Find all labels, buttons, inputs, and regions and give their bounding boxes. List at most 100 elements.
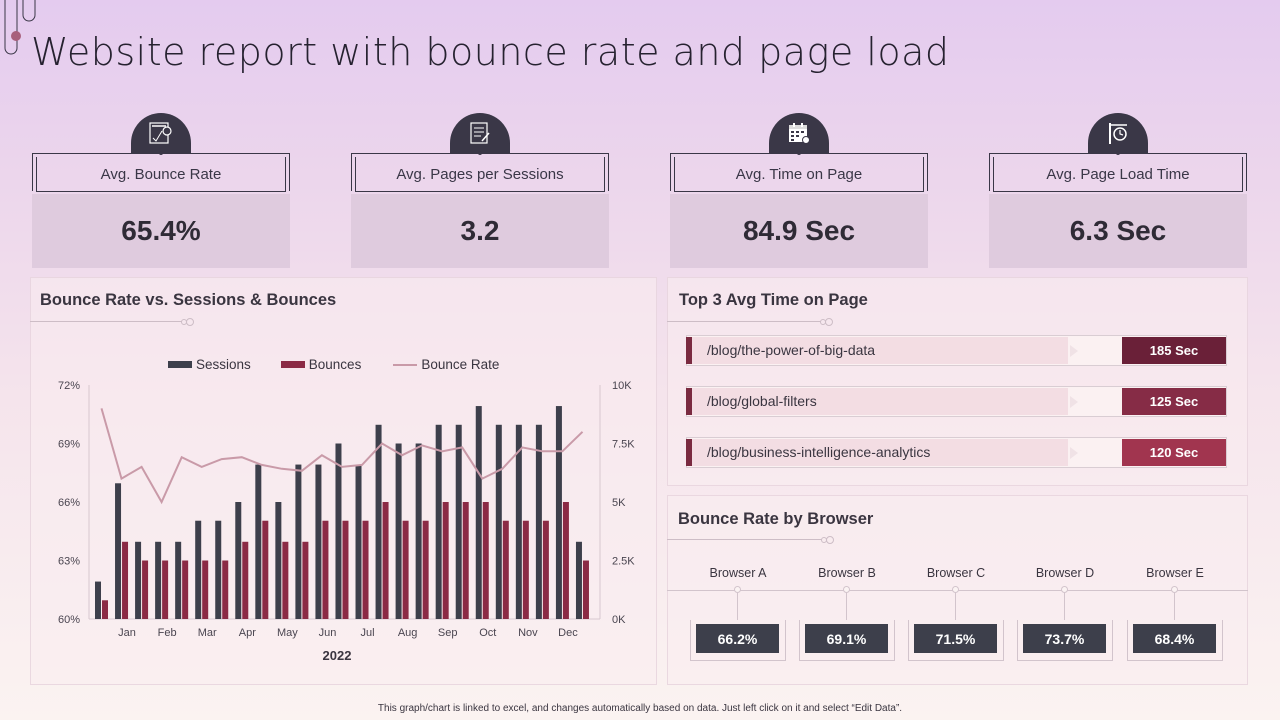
- kpi-label: Avg. Page Load Time: [993, 157, 1243, 192]
- bounces-bar: [142, 560, 149, 619]
- browser-bounce-value: 71.5%: [914, 624, 997, 653]
- page-path: /blog/the-power-of-big-data: [707, 342, 876, 358]
- bounces-bar: [182, 560, 189, 619]
- bounce-chart-title: Bounce Rate vs. Sessions & Bounces: [40, 291, 337, 309]
- browser-panel-title: Bounce Rate by Browser: [678, 510, 874, 528]
- bounces-bar: [422, 520, 429, 619]
- decorative-hooks: [4, 0, 36, 55]
- sessions-bar: [295, 464, 302, 619]
- browser-name: Browser D: [1035, 566, 1095, 580]
- bounce-rate-line: [100, 408, 584, 505]
- top-page-row[interactable]: /blog/business-intelligence-analytics 12…: [686, 437, 1227, 468]
- legend-bounces[interactable]: Bounces: [280, 357, 362, 372]
- kpi-value: 65.4%: [32, 194, 290, 268]
- arrow-icon: [1070, 345, 1078, 357]
- sessions-bar: [535, 424, 542, 619]
- bounces-bar: [242, 541, 249, 619]
- page-time-value: 120 Sec: [1122, 439, 1226, 466]
- right-tick-label: 0K: [612, 614, 626, 626]
- bounces-bar: [542, 520, 549, 619]
- kpi-label: Avg. Bounce Rate: [36, 157, 286, 192]
- right-tick-label: 2.5K: [612, 556, 635, 568]
- legend-sessions[interactable]: Sessions: [168, 357, 251, 372]
- sessions-bar: [215, 520, 222, 619]
- title-divider: [667, 536, 834, 544]
- page-title: Website report with bounce rate and page…: [31, 30, 950, 74]
- x-tick-label: May: [277, 627, 298, 639]
- bounces-bar: [482, 502, 489, 619]
- sessions-bar: [475, 406, 482, 619]
- sessions-bar: [115, 483, 122, 619]
- bounces-bar: [562, 502, 569, 619]
- kpi-card-bounce-rate: Avg. Bounce Rate 65.4%: [32, 113, 290, 269]
- kpi-label: Avg. Pages per Sessions: [355, 157, 605, 192]
- sessions-bar: [375, 424, 382, 619]
- kpi-card-time-on-page: Avg. Time on Page 84.9 Sec: [670, 113, 928, 269]
- sessions-bar: [395, 443, 402, 619]
- x-tick-label: Mar: [198, 627, 217, 639]
- browser-name: Browser B: [818, 566, 876, 580]
- page-time-value: 125 Sec: [1122, 388, 1226, 415]
- legend-swatch-sessions: [168, 361, 192, 368]
- top-page-row[interactable]: /blog/global-filters 125 Sec: [686, 386, 1227, 417]
- bounces-bar: [262, 520, 269, 619]
- browser-bounce-value: 69.1%: [805, 624, 888, 653]
- left-tick-label: 63%: [58, 556, 80, 568]
- browser-bounce-value: 66.2%: [696, 624, 779, 653]
- page-time-value: 185 Sec: [1122, 337, 1226, 364]
- sessions-bar: [275, 502, 282, 619]
- sessions-bar: [495, 424, 502, 619]
- bounces-bar: [102, 600, 108, 619]
- bounces-bar: [362, 520, 369, 619]
- bounces-bar: [202, 560, 209, 619]
- sessions-bar: [95, 581, 101, 619]
- sessions-bar: [515, 424, 522, 619]
- bounces-bar: [122, 541, 129, 619]
- bounces-bar: [162, 560, 169, 619]
- legend-bounce-rate[interactable]: Bounce Rate: [393, 357, 499, 372]
- bounces-bar: [582, 560, 589, 619]
- legend-label: Sessions: [196, 357, 251, 372]
- x-tick-label: Dec: [558, 627, 578, 639]
- sessions-bar: [195, 520, 202, 619]
- title-divider: [30, 318, 194, 326]
- sessions-bar: [575, 541, 582, 619]
- x-axis-label: 2022: [323, 648, 352, 663]
- browser-bounce-value: 68.4%: [1133, 624, 1216, 653]
- browser-name: Browser C: [926, 566, 986, 580]
- x-tick-label: Apr: [239, 627, 256, 639]
- arrow-icon: [1070, 396, 1078, 408]
- bounces-bar: [402, 520, 409, 619]
- kpi-value: 3.2: [351, 194, 609, 268]
- title-divider: [667, 318, 833, 326]
- document-edit-icon: [450, 113, 510, 153]
- x-tick-label: Sep: [438, 627, 458, 639]
- x-tick-label: Aug: [398, 627, 418, 639]
- sessions-bar: [135, 541, 142, 619]
- sessions-bar: [315, 464, 322, 619]
- kpi-label: Avg. Time on Page: [674, 157, 924, 192]
- legend-label: Bounce Rate: [421, 357, 500, 372]
- x-tick-label: Jun: [319, 627, 337, 639]
- kpi-value: 6.3 Sec: [989, 194, 1247, 268]
- left-tick-label: 60%: [58, 614, 80, 626]
- calendar-icon: [769, 113, 829, 153]
- bounces-bar: [462, 502, 469, 619]
- kpi-card-page-load-time: Avg. Page Load Time 6.3 Sec: [989, 113, 1247, 269]
- sessions-bar: [335, 443, 342, 619]
- left-tick-label: 69%: [58, 439, 80, 451]
- x-tick-label: Feb: [158, 627, 177, 639]
- sessions-bar: [235, 502, 242, 619]
- sessions-bar: [415, 443, 422, 619]
- right-tick-label: 7.5K: [612, 439, 635, 451]
- browser-name: Browser E: [1146, 566, 1204, 580]
- bounces-bar: [442, 502, 449, 619]
- sessions-bar: [555, 406, 562, 619]
- top-page-row[interactable]: /blog/the-power-of-big-data 185 Sec: [686, 335, 1227, 366]
- left-tick-label: 66%: [58, 497, 80, 509]
- top-pages-title: Top 3 Avg Time on Page: [679, 291, 868, 309]
- legend-label: Bounces: [308, 357, 362, 372]
- page-path: /blog/business-intelligence-analytics: [707, 444, 931, 460]
- x-tick-label: Jul: [361, 627, 375, 639]
